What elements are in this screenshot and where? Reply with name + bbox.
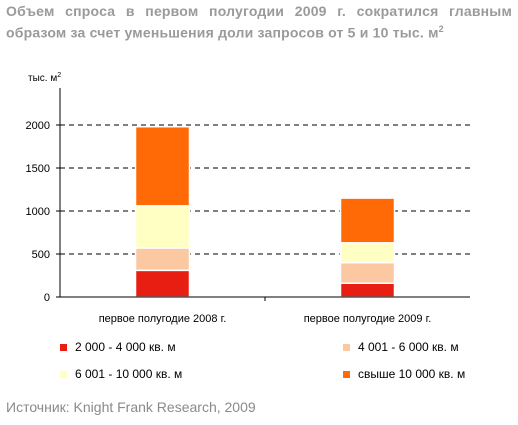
y-tick-label: 0 [44, 292, 50, 304]
bars [134, 125, 396, 301]
y-tick-label: 1500 [26, 163, 50, 175]
chart-title: Объем спроса в первом полугодии 2009 г. … [6, 2, 512, 42]
bar-segment [134, 247, 191, 272]
stacked-bar-chart: 0 500 1000 1500 2000 первое полугодие 2008 г… [26, 72, 470, 325]
y-tick-label: 2000 [26, 120, 50, 132]
y-tick-labels: 0 500 1000 1500 2000 [26, 120, 50, 304]
chart-title-sup: 2 [438, 24, 444, 34]
x-category-label: первое полугодие 2008 г. [99, 313, 227, 325]
legend-swatch [343, 370, 350, 378]
grid-lines [56, 124, 470, 298]
legend-item: 6 001 - 10 000 кв. м [60, 367, 182, 381]
y-tick-label: 500 [32, 249, 50, 261]
legend-item: 4 001 - 6 000 кв. м [343, 340, 459, 354]
legend-swatch [60, 343, 67, 351]
legend-item: 2 000 - 4 000 кв. м [60, 340, 176, 354]
legend-item: свыше 10 000 кв. м [343, 367, 465, 381]
legend-label: 2 000 - 4 000 кв. м [75, 340, 176, 354]
bar-segment [339, 242, 396, 264]
source-note: Источник: Knight Frank Research, 2009 [6, 399, 256, 415]
chart-title-text: Объем спроса в первом полугодии 2009 г. … [6, 3, 512, 41]
bar-segment [339, 261, 396, 284]
y-tick-label: 1000 [26, 206, 50, 218]
y-axis-label: тыс. м2 [28, 72, 61, 84]
legend-label: свыше 10 000 кв. м [358, 367, 466, 381]
legend-swatch [60, 370, 67, 378]
bar-segment [134, 205, 191, 249]
bar-segment [134, 269, 191, 298]
category-labels: первое полугодие 2008 г. первое полугодие… [99, 313, 432, 325]
legend-label: 4 001 - 6 000 кв. м [358, 340, 459, 354]
x-category-label: первое полугодие 2009 г. [304, 313, 432, 325]
bar-segment [339, 282, 396, 298]
legend-label: 6 001 - 10 000 кв. м [75, 367, 183, 381]
legend-swatch [343, 343, 350, 351]
bar-segment [134, 125, 191, 207]
bar-segment [339, 197, 396, 244]
